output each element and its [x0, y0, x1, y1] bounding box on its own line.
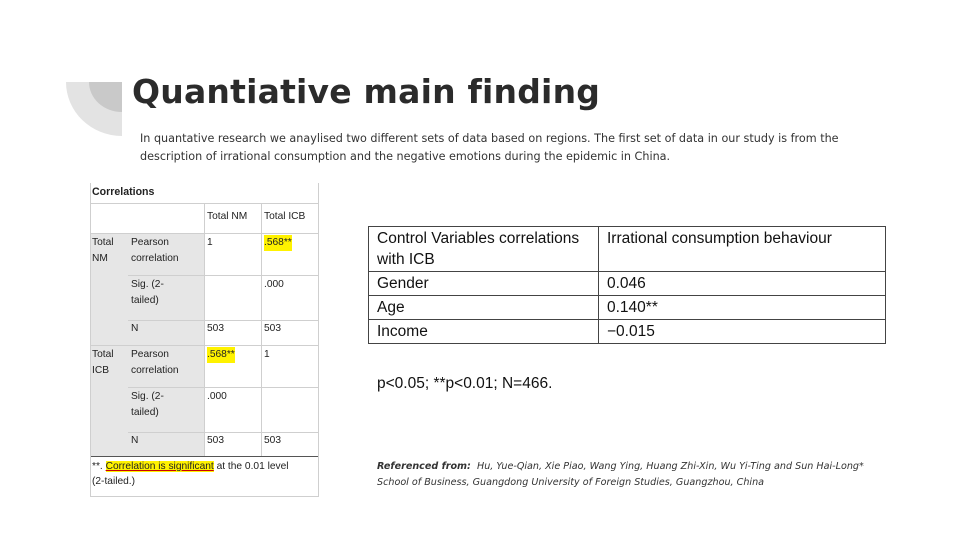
- row-label-total-icb: Total ICB: [92, 349, 114, 376]
- table-cell-highlighted: .568**: [207, 347, 235, 363]
- control-variables-table: Control Variables correlations with ICB …: [368, 226, 886, 344]
- table-cell: .000: [207, 391, 227, 402]
- variable-cell: Income: [368, 319, 599, 344]
- table-cell: 1: [207, 237, 213, 248]
- col-header-total-icb: Total ICB: [264, 211, 306, 222]
- table-cell: 503: [264, 435, 281, 446]
- value-cell: 0.140**: [598, 295, 886, 320]
- table-row: Gender 0.046: [368, 271, 886, 296]
- stat-label: N: [131, 435, 139, 446]
- table-row: Income −0.015: [368, 319, 886, 344]
- table-cell: 503: [207, 435, 224, 446]
- variable-cell: Age: [368, 295, 599, 320]
- table-cell-highlighted: .568**: [264, 235, 292, 251]
- header-cell: Irrational consumption behaviour: [598, 226, 886, 272]
- stat-label: N: [131, 323, 139, 334]
- decorative-arc: [66, 82, 122, 136]
- reference-affiliation: School of Business, Guangdong University…: [377, 477, 765, 488]
- col-header-total-nm: Total NM: [207, 211, 248, 222]
- page-title: Quantiative main finding: [132, 72, 601, 111]
- stat-label: Sig. (2- tailed): [131, 391, 164, 418]
- correlations-table: Correlations Total NM Total ICB Total NM …: [90, 183, 319, 497]
- footnote-highlight: Correlation is significant: [105, 461, 214, 472]
- table-cell: .000: [264, 279, 284, 290]
- table-header-row: Control Variables correlations with ICB …: [368, 226, 886, 272]
- row-label-total-nm: Total NM: [92, 237, 114, 264]
- significance-note: p<0.05; **p<0.01; N=466.: [377, 375, 553, 392]
- stat-label: Sig. (2- tailed): [131, 279, 164, 306]
- table-row: Age 0.140**: [368, 295, 886, 320]
- stat-label: Pearson correlation: [131, 349, 179, 376]
- value-cell: −0.015: [598, 319, 886, 344]
- header-cell: Control Variables correlations with ICB: [368, 226, 599, 272]
- reference-label: Referenced from:: [377, 461, 471, 472]
- intro-paragraph: In quantative research we anaylised two …: [140, 132, 839, 163]
- value-cell: 0.046: [598, 271, 886, 296]
- correlations-caption: Correlations: [92, 186, 155, 198]
- table-footnote: **. Correlation is significant at the 0.…: [92, 461, 289, 487]
- table-cell: 503: [207, 323, 224, 334]
- reference-authors: Hu, Yue-Qian, Xie Piao, Wang Ying, Huang…: [477, 461, 864, 472]
- table-cell: 503: [264, 323, 281, 334]
- reference-citation: Referenced from: Hu, Yue-Qian, Xie Piao,…: [377, 459, 864, 491]
- variable-cell: Gender: [368, 271, 599, 296]
- table-cell: 1: [264, 349, 270, 360]
- stat-label: Pearson correlation: [131, 237, 179, 264]
